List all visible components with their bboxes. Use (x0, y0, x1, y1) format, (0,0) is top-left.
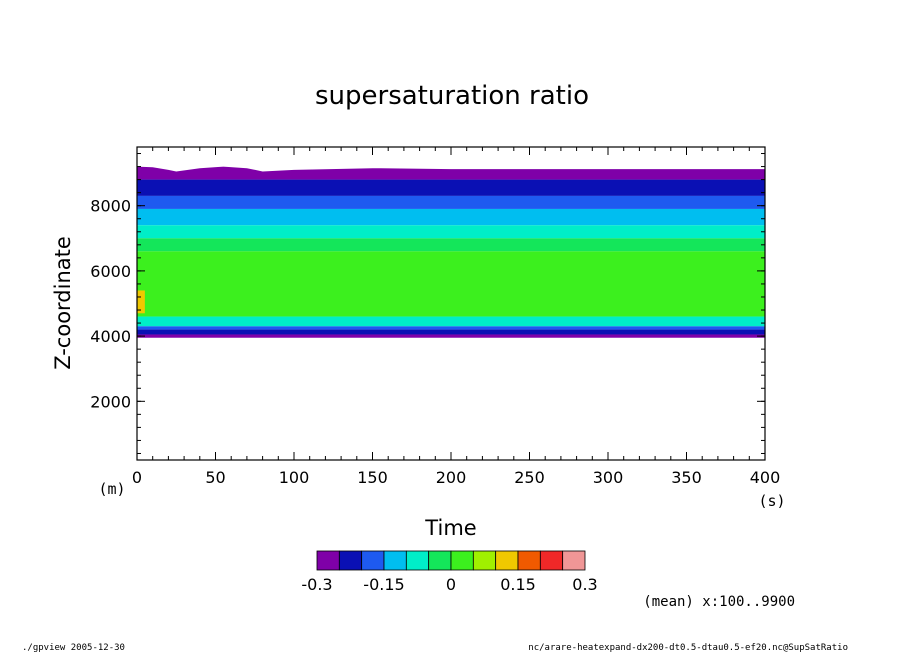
y-unit-label: (m) (98, 480, 125, 498)
x-unit-label: (s) (758, 492, 785, 510)
colorbar-swatch (450, 550, 474, 571)
x-tick-label: 400 (750, 468, 781, 487)
y-tick-label: 4000 (90, 327, 131, 346)
x-tick-label: 50 (205, 468, 225, 487)
y-tick-label: 6000 (90, 262, 131, 281)
colorbar-swatch (316, 550, 340, 571)
colorbar-tick-label: -0.15 (363, 575, 404, 594)
plot-frame (136, 146, 766, 461)
contour-hotspot (137, 290, 145, 314)
colorbar-tick-label: -0.3 (301, 575, 332, 594)
contour-band-9 (137, 329, 765, 335)
colorbar-swatch (338, 550, 363, 571)
y-tick-label: 8000 (90, 197, 131, 216)
contour-band-2 (137, 195, 765, 209)
y-tick-label: 2000 (90, 392, 131, 411)
contour-band-6 (137, 251, 765, 317)
colorbar-swatch (539, 550, 564, 571)
contour-band-8 (137, 326, 765, 330)
contour-band-7 (137, 316, 765, 327)
colorbar-tick-label: 0.15 (500, 575, 536, 594)
colorbar-swatch (495, 550, 519, 571)
mean-note: (mean) x:100..9900 (643, 594, 795, 610)
x-tick-label: 300 (593, 468, 624, 487)
colorbar-swatch (472, 550, 497, 571)
x-tick-label: 100 (279, 468, 310, 487)
contour-band-4 (137, 225, 765, 239)
chart-title: supersaturation ratio (315, 81, 589, 111)
x-tick-label: 0 (132, 468, 142, 487)
x-tick-label: 200 (436, 468, 467, 487)
contour-field (137, 147, 765, 338)
x-axis-label: Time (424, 516, 476, 540)
x-tick-label: 350 (671, 468, 702, 487)
colorbar-swatch (405, 550, 430, 571)
colorbar-swatch (562, 550, 586, 571)
x-tick-label: 150 (357, 468, 388, 487)
colorbar-swatch (428, 550, 452, 571)
contour-band-1 (137, 179, 765, 196)
colorbar: -0.3 -0.15 0 0.15 0.3 (301, 550, 598, 594)
footer-left: ./gpview 2005-12-30 (22, 643, 125, 653)
y-axis-ticks: 2000 4000 6000 8000 (90, 153, 765, 454)
x-tick-label: 250 (514, 468, 545, 487)
colorbar-swatch (517, 550, 541, 571)
contour-band-3 (137, 208, 765, 226)
colorbar-tick-label: 0.3 (572, 575, 597, 594)
contour-band-10 (137, 334, 765, 338)
x-axis-ticks: 0 50 100 150 200 250 300 350 400 (132, 147, 780, 487)
colorbar-swatch (361, 550, 385, 571)
contour-band-5 (137, 238, 765, 252)
y-axis-label: Z-coordinate (51, 236, 75, 370)
colorbar-tick-label: 0 (446, 575, 456, 594)
footer-right: nc/arare-heatexpand-dx200-dt0.5-dtau0.5-… (528, 643, 848, 653)
colorbar-swatch (383, 550, 407, 571)
